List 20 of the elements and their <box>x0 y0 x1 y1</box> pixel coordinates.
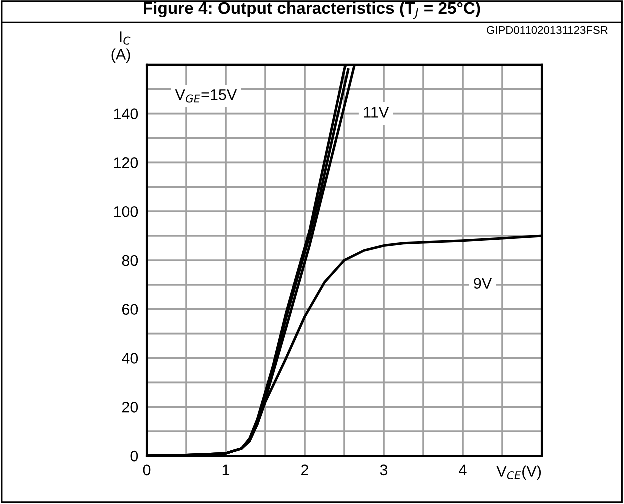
y-tick-label: 40 <box>122 353 138 364</box>
annotation: V$_{GE}$=15V <box>175 90 238 103</box>
chart-title: Figure 4: Output characteristics (T$_{J}$ = 25°C) <box>144 2 480 20</box>
x-tick-label: 3 <box>380 464 388 476</box>
x-tick-label: 1 <box>222 464 230 476</box>
y-tick-label: 80 <box>122 255 138 266</box>
y-tick-label: 100 <box>114 206 138 218</box>
annotation: 11V <box>364 107 390 118</box>
annotation: 9V <box>474 278 492 290</box>
y-tick-label: 120 <box>114 158 138 168</box>
y-tick-label: 140 <box>114 108 138 120</box>
x-tick-label: 4 <box>459 464 467 476</box>
x-tick-label: 0 <box>143 464 151 476</box>
x-tick-label: 2 <box>302 464 308 476</box>
x-axis-title: V$_{CE}$(V) <box>496 466 542 480</box>
y-tick-label: 0 <box>130 450 138 462</box>
y-axis-title: I$_{C}$ (A) <box>112 32 131 63</box>
y-tick-label: 20 <box>122 402 138 413</box>
text: GIPD011020131123FSR <box>487 26 608 34</box>
y-tick-label: 60 <box>122 304 138 316</box>
